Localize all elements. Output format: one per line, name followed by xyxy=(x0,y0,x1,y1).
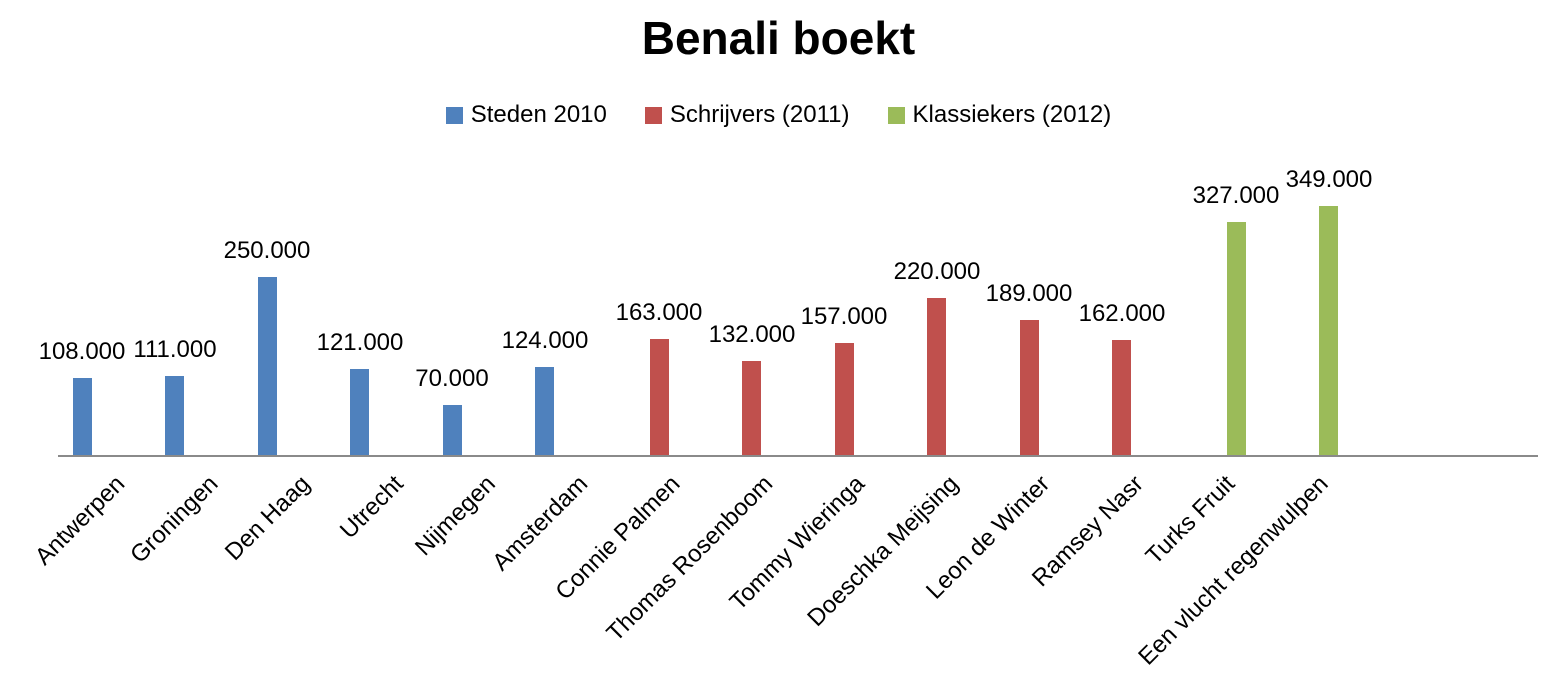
bar-value-label-nijmegen: 70.000 xyxy=(415,365,489,392)
legend-item-schrijvers-2011: Schrijvers (2011) xyxy=(644,101,850,128)
x-axis-category-label-antwerpen: Antwerpen xyxy=(30,470,131,571)
legend-label: Schrijvers (2011) xyxy=(669,101,850,128)
bar-nijmegen xyxy=(443,405,462,455)
bar-value-label-tommy-wieringa: 157.000 xyxy=(800,303,888,330)
x-axis-category-label-groningen: Groningen xyxy=(125,470,224,569)
x-axis-category-label-thomas-rosenboom: Thomas Rosenboom xyxy=(601,470,779,647)
bar-ramsey-nasr xyxy=(1112,340,1131,455)
legend-swatch-klassiekers-2012 xyxy=(887,106,905,124)
bar-value-label-den-haag: 250.000 xyxy=(223,237,311,264)
bar-connie-palmen xyxy=(650,339,669,455)
bar-value-label-antwerpen: 108.000 xyxy=(38,338,126,365)
bar-value-label-een-vlucht-regenwulpen: 349.000 xyxy=(1285,166,1373,193)
legend-label: Steden 2010 xyxy=(470,101,607,128)
chart-title: Benali boekt xyxy=(641,12,916,64)
bar-value-label-amsterdam: 124.000 xyxy=(501,327,589,354)
bar-value-label-leon-de-winter: 189.000 xyxy=(985,280,1073,307)
bar-groningen xyxy=(165,376,184,455)
bar-value-label-thomas-rosenboom: 132.000 xyxy=(708,321,796,348)
legend-swatch-steden-2010 xyxy=(445,106,463,124)
x-axis-category-label-turks-fruit: Turks Fruit xyxy=(1140,470,1241,570)
legend-item-steden-2010: Steden 2010 xyxy=(445,101,607,128)
x-axis-category-label-den-haag: Den Haag xyxy=(219,470,316,566)
bar-value-label-utrecht: 121.000 xyxy=(316,329,404,356)
bar-value-label-groningen: 111.000 xyxy=(133,336,217,363)
bar-tommy-wieringa xyxy=(835,343,854,455)
bar-value-label-doeschka-meijsing: 220.000 xyxy=(893,258,981,285)
legend: Steden 2010 Schrijvers (2011) Klassieker… xyxy=(0,100,1557,130)
legend-label: Klassiekers (2012) xyxy=(912,101,1112,128)
bar-utrecht xyxy=(350,369,369,455)
bar-value-label-connie-palmen: 163.000 xyxy=(615,299,703,326)
bar-turks-fruit xyxy=(1227,222,1246,455)
bar-een-vlucht-regenwulpen xyxy=(1319,206,1338,455)
x-axis-category-label-een-vlucht-regenwulpen: Een vlucht regenwulpen xyxy=(1133,470,1334,671)
legend-item-klassiekers-2012: Klassiekers (2012) xyxy=(887,101,1112,128)
bar-den-haag xyxy=(258,277,277,455)
x-axis-category-label-utrecht: Utrecht xyxy=(334,470,409,545)
x-axis-category-label-nijmegen: Nijmegen xyxy=(409,470,501,562)
bar-thomas-rosenboom xyxy=(742,361,761,455)
x-axis-line xyxy=(58,455,1538,457)
bar-doeschka-meijsing xyxy=(927,298,946,455)
bar-amsterdam xyxy=(535,367,554,455)
bar-value-label-turks-fruit: 327.000 xyxy=(1192,182,1280,209)
bar-leon-de-winter xyxy=(1020,320,1039,455)
legend-swatch-schrijvers-2011 xyxy=(644,106,662,124)
bar-value-label-ramsey-nasr: 162.000 xyxy=(1078,300,1166,327)
bar-antwerpen xyxy=(73,378,92,455)
